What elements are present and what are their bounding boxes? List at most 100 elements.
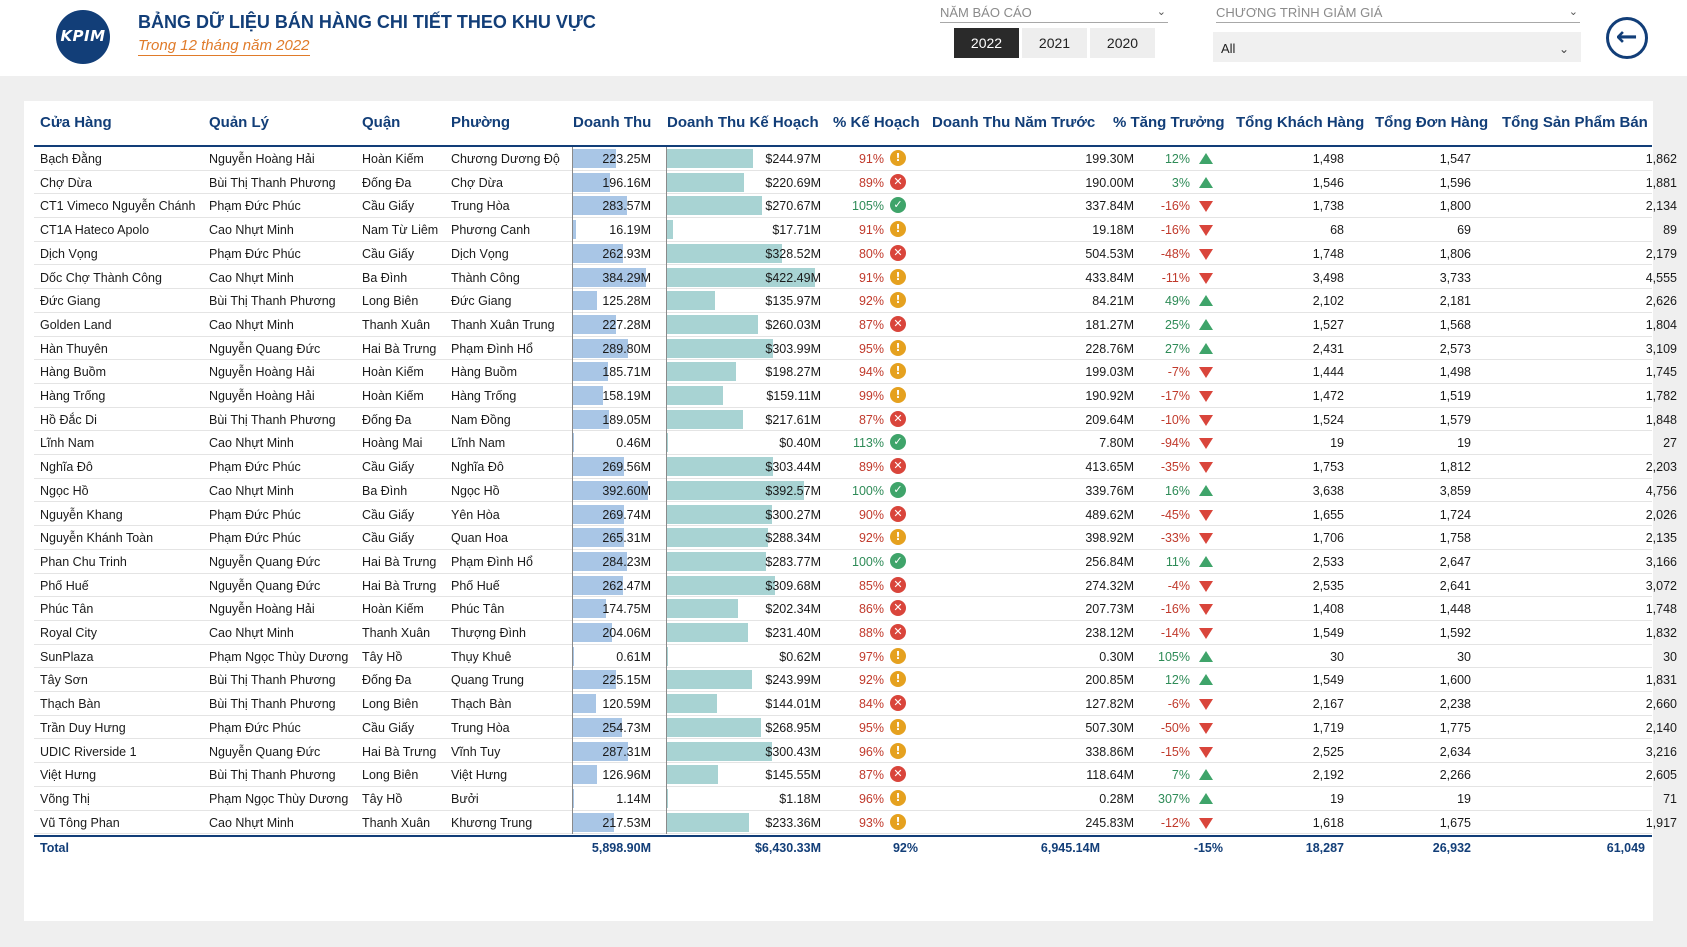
store-cell: Chợ Dừa xyxy=(40,175,92,190)
manager-cell: Phạm Đức Phúc xyxy=(209,460,301,475)
table-row[interactable]: Chợ Dừa Bùi Thị Thanh Phương Đống Đa Chợ Dừ… xyxy=(34,171,1677,195)
revenue-cell: 126.96M xyxy=(602,768,651,783)
prev-revenue-cell: 507.30M xyxy=(1085,720,1134,735)
header-col-district[interactable]: Quận xyxy=(362,114,401,131)
plan-cell: $244.97M xyxy=(765,152,821,166)
manager-cell: Bùi Thị Thanh Phương xyxy=(209,294,336,309)
table-row[interactable]: Hàng Buồm Nguyễn Hoàng Hải Hoàn Kiếm Hàng B… xyxy=(34,360,1677,384)
table-row[interactable]: CT1A Hateco Apolo Cao Nhựt Minh Nam Từ Liê… xyxy=(34,218,1677,242)
table-row[interactable]: Nghĩa Đô Phạm Đức Phúc Cầu Giấy Nghĩa Đô 269… xyxy=(34,455,1677,479)
back-button[interactable]: ← xyxy=(1606,17,1648,59)
plan-pct-cell: 92% xyxy=(858,294,884,309)
plan-bar xyxy=(667,575,776,595)
table-row[interactable]: Dốc Chợ Thành Công Cao Nhựt Minh Ba Đình Th… xyxy=(34,266,1677,290)
manager-cell: Cao Nhựt Minh xyxy=(209,223,294,238)
plan-cell: $231.40M xyxy=(765,626,821,640)
revenue-bar xyxy=(573,812,615,832)
growth-cell: -12% xyxy=(1160,815,1190,830)
warning-circle-icon: ! xyxy=(890,387,906,403)
year-button-2020[interactable]: 2020 xyxy=(1090,28,1155,58)
growth-cell: -33% xyxy=(1160,531,1190,546)
header-col-products[interactable]: Tổng Sản Phẩm Bán xyxy=(1502,114,1648,131)
plan-pct-cell: 100% xyxy=(852,554,884,569)
header-col-store[interactable]: Cửa Hàng xyxy=(40,114,112,131)
table-row[interactable]: Dịch Vọng Phạm Đức Phúc Cầu Giấy Dịch Vọng 2… xyxy=(34,242,1677,266)
orders-cell: 1,800 xyxy=(1439,199,1471,214)
table-row[interactable]: Ngọc Hồ Cao Nhựt Minh Ba Đình Ngọc Hồ 392.60… xyxy=(34,479,1677,503)
table-row[interactable]: Phúc Tân Nguyễn Hoàng Hải Hoàn Kiếm Phúc Tâ… xyxy=(34,597,1677,621)
products-cell: 1,848 xyxy=(1645,412,1677,427)
plan-bar xyxy=(667,220,674,240)
manager-cell: Nguyễn Quang Đức xyxy=(209,341,321,356)
header-col-prev-revenue[interactable]: Doanh Thu Năm Trước xyxy=(932,114,1096,131)
revenue-bar xyxy=(573,670,616,690)
year-slicer-header[interactable]: NĂM BÁO CÁO ⌄ xyxy=(940,5,1168,23)
year-slicer-label: NĂM BÁO CÁO xyxy=(940,5,1032,20)
district-cell: Hai Bà Trưng xyxy=(362,554,437,569)
orders-cell: 69 xyxy=(1457,223,1471,238)
table-row[interactable]: Thạch Bàn Bùi Thị Thanh Phương Long Biên Th… xyxy=(34,692,1677,716)
store-cell: Dịch Vọng xyxy=(40,246,98,261)
header-col-plan-pct[interactable]: % Kế Hoạch xyxy=(833,114,920,131)
table-row[interactable]: Trần Duy Hưng Phạm Đức Phúc Cầu Giấy Trung … xyxy=(34,716,1677,740)
district-cell: Hoàn Kiếm xyxy=(362,602,424,617)
header-col-growth[interactable]: % Tăng Trưởng xyxy=(1113,114,1225,131)
header-col-manager[interactable]: Quản Lý xyxy=(209,114,270,131)
chevron-down-icon[interactable]: ⌄ xyxy=(1568,6,1578,18)
page-title: BẢNG DỮ LIỆU BÁN HÀNG CHI TIẾT THEO KHU … xyxy=(138,12,596,32)
plan-pct-cell: 91% xyxy=(858,152,884,166)
table-row[interactable]: Phan Chu Trinh Nguyễn Quang Đức Hai Bà Trư… xyxy=(34,550,1677,574)
plan-bar xyxy=(667,196,762,216)
table-row[interactable]: Đức Giang Bùi Thị Thanh Phương Long Biên Đứ… xyxy=(34,289,1677,313)
table-row[interactable]: Việt Hưng Bùi Thị Thanh Phương Long Biên Vi… xyxy=(34,763,1677,787)
warning-circle-icon: ! xyxy=(890,742,906,759)
table-row[interactable]: CT1 Vimeco Nguyễn Chánh Phạm Đức Phúc Cầu … xyxy=(34,194,1677,219)
year-button-2021[interactable]: 2021 xyxy=(1022,28,1087,58)
table-row[interactable]: Phố Huế Nguyễn Quang Đức Hai Bà Trưng Phố H… xyxy=(34,574,1677,598)
x-circle-icon: ✕ xyxy=(890,410,906,427)
year-button-2022[interactable]: 2022 xyxy=(954,28,1019,58)
ward-cell: Khương Trung xyxy=(451,815,533,830)
customers-cell: 3,638 xyxy=(1312,483,1344,498)
products-cell: 2,660 xyxy=(1645,697,1677,712)
customers-cell: 2,192 xyxy=(1312,768,1344,783)
header-col-plan[interactable]: Doanh Thu Kế Hoạch xyxy=(667,114,819,131)
table-row[interactable]: UDIC Riverside 1 Nguyễn Quang Đức Hai Bà T… xyxy=(34,740,1677,764)
discount-dropdown[interactable]: All ⌄ xyxy=(1213,32,1581,62)
manager-cell: Bùi Thị Thanh Phương xyxy=(209,673,336,688)
table-row[interactable]: Nguyễn Khang Phạm Đức Phúc Cầu Giấy Yên Hòa… xyxy=(34,503,1677,527)
chevron-down-icon[interactable]: ⌄ xyxy=(1156,6,1166,18)
customers-cell: 1,719 xyxy=(1312,720,1344,735)
triangle-up-icon xyxy=(1199,153,1213,164)
table-row[interactable]: Hồ Đắc Di Bùi Thị Thanh Phương Đống Đa Nam … xyxy=(34,408,1677,432)
header-col-orders[interactable]: Tổng Đơn Hàng xyxy=(1375,114,1489,131)
prev-revenue-cell: 433.84M xyxy=(1085,270,1134,285)
table-row[interactable]: Golden Land Cao Nhựt Minh Thanh Xuân Thanh … xyxy=(34,313,1677,337)
revenue-cell: 185.71M xyxy=(602,365,651,380)
prev-revenue-cell: 84.21M xyxy=(1092,294,1134,309)
table-row[interactable]: Hàn Thuyên Nguyễn Quang Đức Hai Bà Trưng Ph… xyxy=(34,337,1677,361)
plan-pct-cell: 99% xyxy=(858,389,884,403)
header-col-customers[interactable]: Tổng Khách Hàng xyxy=(1236,114,1365,131)
header-col-revenue[interactable]: Doanh Thu xyxy=(573,114,652,131)
table-row[interactable]: Hàng Trống Nguyễn Hoàng Hải Hoàn Kiếm Hàng … xyxy=(34,384,1677,408)
header-col-ward[interactable]: Phường xyxy=(451,114,511,131)
table-row[interactable]: Vũ Tông Phan Cao Nhựt Minh Thanh Xuân Khươn… xyxy=(34,811,1677,835)
table-row[interactable]: Nguyễn Khánh Toàn Phạm Đức Phúc Cầu Giấy Qu… xyxy=(34,526,1677,550)
table-row[interactable]: SunPlaza Phạm Ngọc Thùy Dương Tây Hồ Thụy K… xyxy=(34,645,1677,669)
district-cell: Hoàn Kiếm xyxy=(362,152,424,166)
discount-slicer-header[interactable]: CHƯƠNG TRÌNH GIẢM GIÁ ⌄ xyxy=(1216,5,1580,23)
growth-cell: -4% xyxy=(1167,578,1190,593)
table-row[interactable]: Lĩnh Nam Cao Nhựt Minh Hoàng Mai Lĩnh Nam 0.… xyxy=(34,431,1677,456)
revenue-bar xyxy=(573,386,604,405)
orders-cell: 1,579 xyxy=(1439,412,1471,427)
table-row[interactable]: Royal City Cao Nhựt Minh Thanh Xuân Thượng … xyxy=(34,621,1677,645)
table-row[interactable]: Bạch Đằng Nguyễn Hoàng Hải Hoàn Kiếm Chương… xyxy=(34,147,1677,171)
table-row[interactable]: Võng Thị Phạm Ngọc Thùy Dương Tây Hồ Bưởi 1.… xyxy=(34,787,1677,811)
revenue-bar xyxy=(573,409,609,429)
revenue-cell: 223.25M xyxy=(602,152,651,166)
prev-revenue-cell: 398.92M xyxy=(1085,531,1134,546)
prev-revenue-cell: 0.30M xyxy=(1099,649,1134,664)
plan-pct-cell: 90% xyxy=(858,507,884,522)
table-row[interactable]: Tây Sơn Bùi Thị Thanh Phương Đống Đa Quang … xyxy=(34,668,1677,693)
